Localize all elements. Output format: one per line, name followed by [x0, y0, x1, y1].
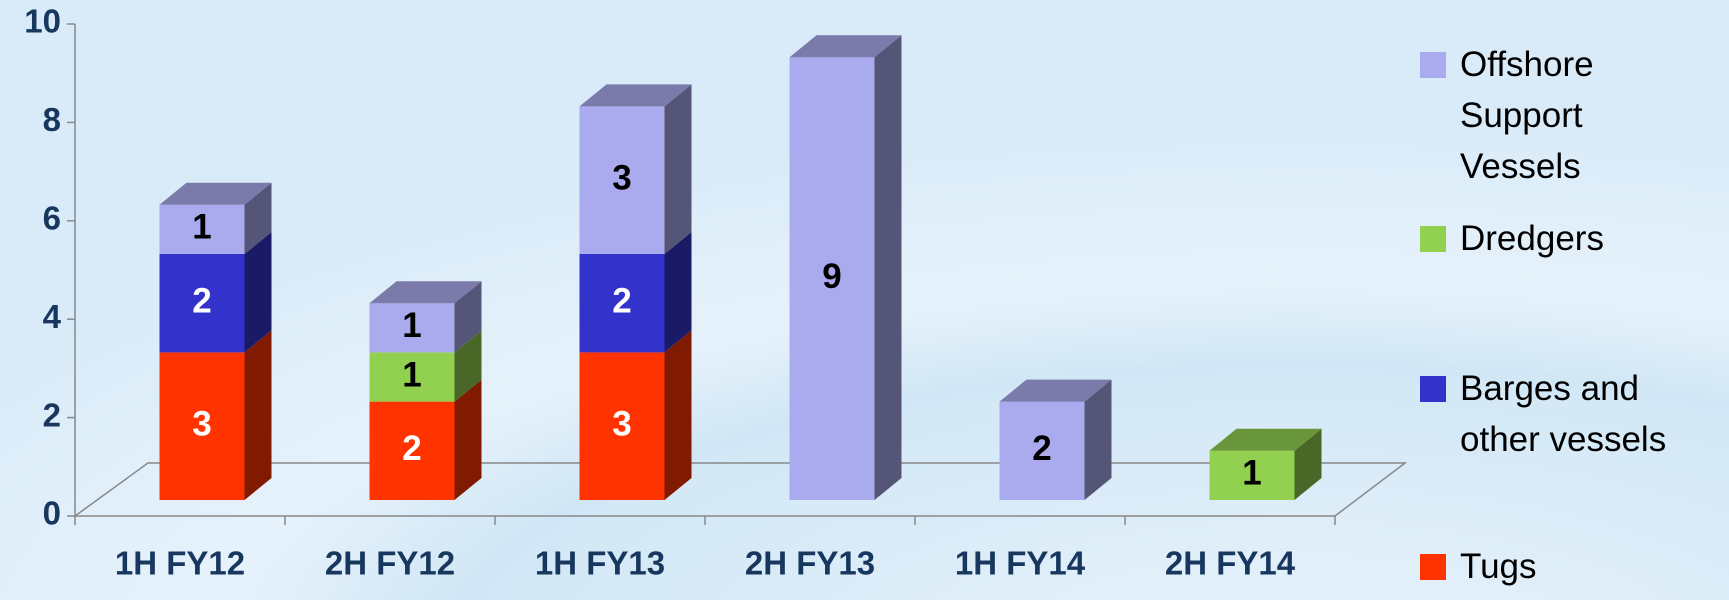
bar-side — [1294, 428, 1322, 500]
bar-segment — [1209, 450, 1295, 500]
bar-side — [454, 379, 482, 500]
value-label: 3 — [612, 404, 631, 443]
bar-side — [454, 330, 482, 402]
y-tick-label: 8 — [43, 101, 61, 138]
legend-swatch — [1420, 52, 1446, 78]
bar-segment — [369, 303, 455, 353]
bar-segment — [999, 401, 1085, 500]
bar-top — [579, 84, 692, 107]
bar-segment — [369, 401, 455, 500]
bar-segment — [159, 254, 245, 353]
legend-label: Offshore Support Vessels — [1460, 45, 1594, 186]
value-label: 2 — [402, 429, 421, 468]
x-tick-label: 2H FY13 — [745, 545, 875, 582]
value-label: 3 — [192, 404, 211, 443]
bar-segment — [579, 254, 665, 353]
x-tick-label: 1H FY13 — [535, 545, 665, 582]
bar-side — [664, 84, 692, 255]
bar-top — [999, 379, 1112, 402]
legend-swatch — [1420, 554, 1446, 580]
value-label: 1 — [402, 306, 421, 345]
legend-label: Dredgers — [1460, 219, 1604, 258]
bar-side — [1084, 379, 1112, 500]
bar-side — [874, 35, 902, 500]
bar-side — [454, 281, 482, 353]
bar-top — [369, 281, 482, 304]
bar-segment — [579, 352, 665, 500]
bar-top — [789, 35, 902, 58]
x-tick-label: 1H FY12 — [115, 545, 245, 582]
bar-top — [159, 182, 272, 205]
legend-swatch — [1420, 226, 1446, 252]
value-label: 2 — [1032, 429, 1051, 468]
y-tick-label: 4 — [43, 298, 62, 335]
bar-top — [1209, 428, 1322, 451]
bar-side — [244, 330, 272, 500]
value-label: 1 — [1242, 454, 1261, 493]
x-tick-label: 1H FY14 — [955, 545, 1086, 582]
bar-side — [244, 232, 272, 353]
bar-segment — [579, 106, 665, 255]
bar-segment — [159, 204, 245, 254]
legend-swatch — [1420, 376, 1446, 402]
x-tick-label: 2H FY14 — [1165, 545, 1296, 582]
value-label: 1 — [402, 355, 421, 394]
bar-segment — [369, 352, 455, 402]
value-label: 9 — [822, 257, 841, 296]
value-label: 2 — [612, 281, 631, 320]
y-tick-label: 0 — [43, 495, 61, 532]
y-tick-label: 6 — [43, 200, 61, 237]
value-label: 2 — [192, 281, 211, 320]
y-tick-label: 10 — [24, 3, 61, 40]
value-label: 3 — [612, 158, 631, 197]
bar-segment — [159, 352, 245, 500]
y-tick-label: 2 — [43, 396, 61, 433]
bar-side — [664, 232, 692, 353]
x-tick-label: 2H FY12 — [325, 545, 455, 582]
value-label: 1 — [192, 208, 211, 247]
legend-label: Tugs — [1460, 547, 1537, 586]
legend-label: Barges and other vessels — [1460, 369, 1667, 459]
bar-segment — [789, 57, 875, 500]
bar-side — [664, 330, 692, 500]
bar-side — [244, 182, 272, 254]
